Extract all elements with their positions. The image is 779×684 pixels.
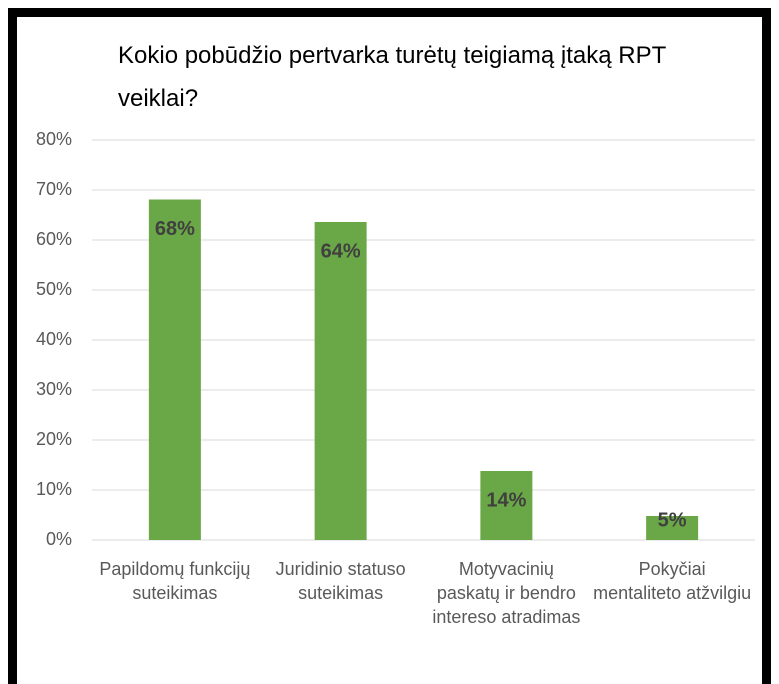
y-tick-label: 20% — [36, 429, 72, 449]
data-label: 14% — [486, 489, 526, 511]
bar — [148, 199, 201, 540]
x-tick-label: Papildomų funkcijų suteikimas — [99, 559, 251, 603]
y-tick-label: 70% — [36, 179, 72, 199]
chart-title: Kokio pobūdžio pertvarka turėtų teigiamą… — [118, 42, 666, 112]
data-label: 64% — [321, 240, 361, 262]
bar — [646, 516, 699, 540]
x-tick-label: Motyvacinių paskatų ir bendro intereso a… — [432, 559, 581, 627]
x-tick-label: Juridinio statuso suteikimas — [275, 559, 406, 603]
y-tick-label: 60% — [36, 229, 72, 249]
bar — [314, 222, 367, 540]
y-tick-label: 40% — [36, 329, 72, 349]
y-tick-label: 0% — [46, 529, 72, 549]
y-tick-label: 80% — [36, 129, 72, 149]
y-tick-label: 10% — [36, 479, 72, 499]
y-tick-label: 50% — [36, 279, 72, 299]
y-tick-label: 30% — [36, 379, 72, 399]
data-label: 68% — [155, 218, 195, 240]
bar — [480, 471, 533, 540]
x-tick-label: Pokyčiai mentaliteto atžvilgiu — [593, 559, 752, 603]
data-label: 5% — [658, 509, 687, 531]
frame — [8, 8, 771, 684]
